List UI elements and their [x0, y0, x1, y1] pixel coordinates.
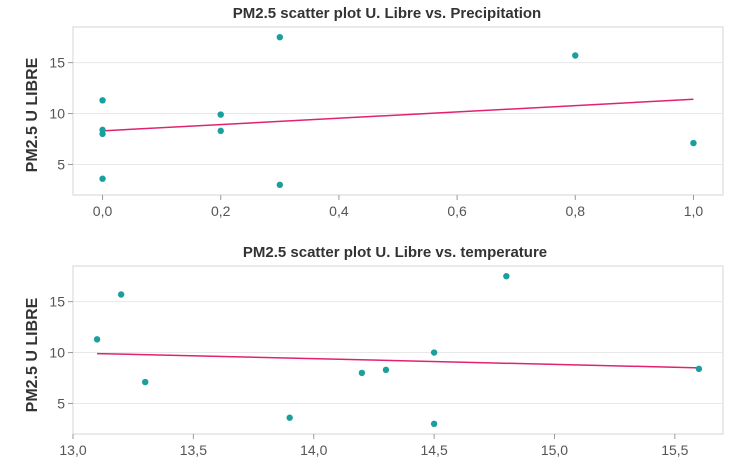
precipitation-scatter-panel: PM2.5 scatter plot U. Libre vs. Precipit… [24, 5, 724, 219]
scatter-point [276, 181, 284, 189]
chart-title: PM2.5 scatter plot U. Libre vs. temperat… [243, 244, 547, 261]
scatter-point [217, 111, 224, 118]
y-tick-label: 15 [49, 294, 65, 310]
scatter-point [503, 272, 510, 280]
x-tick-label: 15,0 [541, 442, 568, 458]
scatter-point [276, 33, 284, 41]
scatter-point [430, 349, 438, 356]
x-tick-label: 15,5 [661, 442, 688, 458]
x-tick-label: 0,4 [329, 203, 349, 219]
trend-line [97, 352, 699, 369]
x-tick-label: 14,5 [420, 442, 447, 458]
x-tick-label: 13,0 [59, 442, 86, 458]
scatter-point [286, 414, 293, 421]
x-tick-label: 0,6 [447, 203, 467, 219]
chart-title: PM2.5 scatter plot U. Libre vs. Precipit… [233, 5, 541, 22]
temperature-scatter-panel: PM2.5 scatter plot U. Libre vs. temperat… [24, 244, 724, 458]
x-tick-label: 0,0 [93, 203, 113, 219]
scatter-point [690, 139, 697, 147]
y-tick-label: 10 [49, 106, 65, 122]
scatter-point [572, 52, 579, 59]
x-tick-label: 0,2 [211, 203, 231, 219]
y-tick-label: 10 [49, 345, 65, 361]
scatter-point [217, 127, 224, 135]
scatter-point [358, 369, 366, 377]
scatter-point [142, 378, 149, 386]
trend-line [102, 98, 694, 132]
scatter-point [117, 291, 125, 298]
x-tick-label: 0,8 [566, 203, 586, 219]
x-tick-label: 1,0 [684, 203, 704, 219]
y-axis-label: PM2.5 U LIBRE [24, 57, 41, 172]
scatter-point [93, 336, 101, 343]
y-axis-label: PM2.5 U LIBRE [24, 297, 41, 412]
scatter-point [382, 366, 390, 374]
scatter-point [430, 420, 438, 428]
x-tick-label: 14,0 [300, 442, 327, 458]
scatter-point [99, 130, 106, 138]
y-tick-label: 5 [57, 156, 65, 172]
y-tick-label: 15 [49, 55, 65, 71]
plot-area [72, 265, 724, 435]
x-tick-label: 13,5 [180, 442, 207, 458]
scatter-point [99, 97, 106, 104]
y-tick-label: 5 [57, 395, 65, 411]
plot-area [72, 26, 724, 196]
scatter-point [695, 365, 703, 373]
scatter-point [99, 175, 106, 182]
